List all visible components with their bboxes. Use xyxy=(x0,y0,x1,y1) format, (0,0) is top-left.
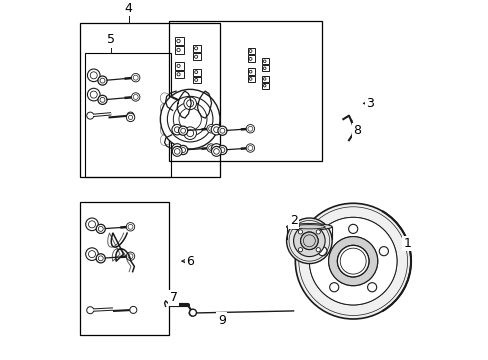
Circle shape xyxy=(316,230,320,234)
Bar xyxy=(175,37,184,45)
Polygon shape xyxy=(197,91,211,118)
Circle shape xyxy=(298,248,302,252)
Circle shape xyxy=(160,89,220,149)
Circle shape xyxy=(85,248,98,260)
Circle shape xyxy=(172,144,182,154)
Bar xyxy=(262,83,268,89)
Circle shape xyxy=(379,247,387,256)
Bar xyxy=(175,71,183,78)
Bar xyxy=(169,21,321,161)
Circle shape xyxy=(86,307,94,314)
Circle shape xyxy=(183,127,196,139)
Circle shape xyxy=(127,112,134,119)
Text: 3: 3 xyxy=(366,97,373,110)
Bar xyxy=(247,55,255,62)
Circle shape xyxy=(211,144,221,154)
Circle shape xyxy=(316,248,320,252)
Circle shape xyxy=(206,144,215,152)
Bar xyxy=(193,45,201,52)
Circle shape xyxy=(329,283,338,292)
Text: 7: 7 xyxy=(169,292,177,305)
Circle shape xyxy=(96,224,105,233)
Circle shape xyxy=(367,283,376,292)
Circle shape xyxy=(87,69,100,82)
Circle shape xyxy=(126,113,135,122)
Circle shape xyxy=(309,217,396,305)
Circle shape xyxy=(218,126,226,135)
Bar xyxy=(247,76,255,82)
Circle shape xyxy=(173,102,206,136)
Circle shape xyxy=(295,203,410,319)
Text: 4: 4 xyxy=(124,2,132,15)
Ellipse shape xyxy=(293,225,325,229)
Circle shape xyxy=(126,222,134,231)
Bar xyxy=(85,53,170,177)
Circle shape xyxy=(245,144,254,152)
Bar xyxy=(193,53,201,60)
Circle shape xyxy=(286,218,331,264)
Circle shape xyxy=(183,97,196,110)
Circle shape xyxy=(131,73,140,82)
Circle shape xyxy=(178,145,187,154)
Circle shape xyxy=(179,108,201,130)
Circle shape xyxy=(172,147,182,156)
Circle shape xyxy=(348,224,357,233)
Bar xyxy=(175,46,184,54)
Circle shape xyxy=(337,246,368,277)
Circle shape xyxy=(85,218,98,231)
Text: 8: 8 xyxy=(353,124,361,137)
Circle shape xyxy=(211,125,221,135)
Circle shape xyxy=(298,230,302,234)
Bar xyxy=(193,77,201,84)
Circle shape xyxy=(87,88,100,101)
Circle shape xyxy=(96,254,105,263)
Circle shape xyxy=(309,217,396,305)
Circle shape xyxy=(178,126,187,135)
Bar xyxy=(247,48,255,54)
Circle shape xyxy=(300,232,318,249)
Circle shape xyxy=(131,93,140,101)
Text: 6: 6 xyxy=(186,255,194,267)
Text: 9: 9 xyxy=(217,314,225,327)
Bar xyxy=(262,76,268,82)
Circle shape xyxy=(189,310,194,316)
Circle shape xyxy=(189,309,196,316)
Bar xyxy=(80,23,220,177)
Bar xyxy=(80,202,169,335)
Circle shape xyxy=(245,125,254,133)
Circle shape xyxy=(172,125,182,135)
Bar xyxy=(262,65,268,71)
Polygon shape xyxy=(177,91,191,118)
Circle shape xyxy=(293,225,325,257)
Circle shape xyxy=(337,246,368,277)
Circle shape xyxy=(218,145,226,154)
Circle shape xyxy=(129,306,137,314)
Text: 2: 2 xyxy=(289,214,297,227)
Bar xyxy=(175,62,183,69)
Circle shape xyxy=(317,247,326,256)
Text: 1: 1 xyxy=(403,237,410,250)
Bar xyxy=(247,68,255,75)
Circle shape xyxy=(328,237,377,286)
Circle shape xyxy=(206,125,215,133)
Circle shape xyxy=(328,237,377,286)
Circle shape xyxy=(167,96,212,142)
Circle shape xyxy=(98,76,107,85)
Circle shape xyxy=(86,112,94,119)
Bar xyxy=(262,58,268,64)
Circle shape xyxy=(211,147,221,156)
Bar xyxy=(193,69,201,76)
Ellipse shape xyxy=(286,224,331,230)
Circle shape xyxy=(126,252,134,261)
Circle shape xyxy=(98,95,107,104)
Text: 5: 5 xyxy=(106,33,115,46)
